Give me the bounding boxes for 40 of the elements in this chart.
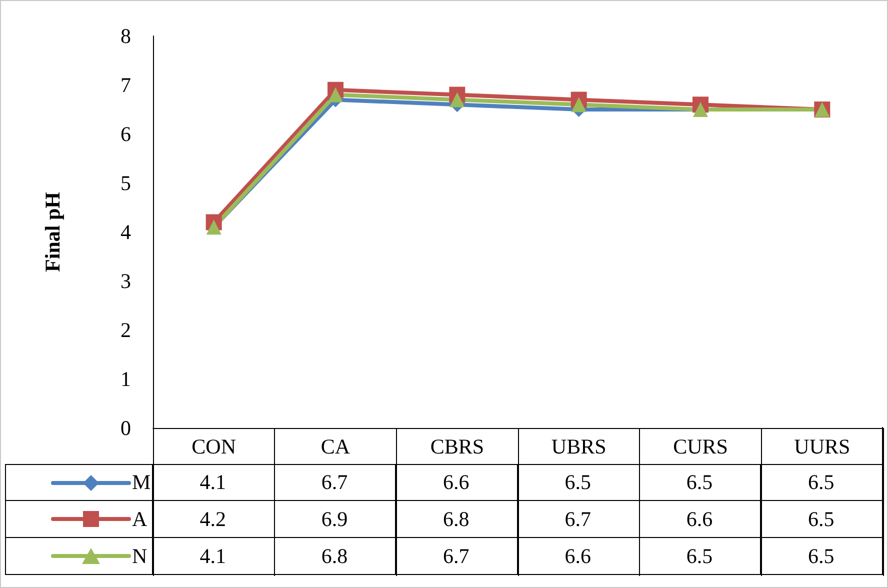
- y-tick-label: 0: [120, 416, 131, 440]
- x-tick-label: UBRS: [551, 434, 606, 458]
- y-axis-title: Final pH: [40, 192, 64, 272]
- y-tick-label: 8: [120, 24, 131, 48]
- y-tick-label: 7: [120, 73, 131, 97]
- data-label: 4.1: [152, 464, 275, 501]
- data-label: 4.1: [152, 538, 275, 575]
- legend-label: M: [132, 470, 151, 495]
- data-label: 6.6: [638, 501, 762, 538]
- x-tick-label: CBRS: [430, 434, 484, 458]
- data-label: 6.5: [517, 464, 640, 501]
- y-tick-label: 6: [120, 122, 131, 146]
- data-label: 6.8: [274, 538, 396, 575]
- x-tick-label: CURS: [673, 434, 728, 458]
- data-label: 6.5: [638, 538, 762, 575]
- legend-label: N: [132, 544, 148, 568]
- point: [328, 87, 343, 102]
- point: [571, 97, 586, 112]
- data-label: 6.5: [760, 464, 883, 501]
- data-label: 6.7: [517, 501, 640, 538]
- data-label: 6.7: [395, 538, 518, 575]
- data-label: 6.7: [274, 464, 396, 501]
- y-tick-label: 2: [120, 318, 131, 342]
- data-label: 6.6: [395, 464, 518, 501]
- legend-label: A: [132, 506, 148, 532]
- data-label: 6.9: [274, 501, 396, 538]
- data-label: 4.2: [152, 501, 275, 538]
- y-tick-label: 5: [120, 171, 131, 195]
- x-tick-label: UURS: [794, 434, 850, 458]
- data-label: 6.5: [638, 464, 762, 501]
- y-tick-label: 1: [120, 367, 131, 391]
- y-tick-label: 3: [120, 269, 131, 293]
- x-tick-label: CA: [320, 434, 351, 458]
- data-label: 6.8: [395, 501, 518, 538]
- x-tick-label: CON: [192, 434, 236, 458]
- data-label: 6.5: [760, 501, 883, 538]
- data-label: 6.6: [517, 538, 640, 575]
- y-tick-label: 4: [120, 220, 132, 244]
- point: [450, 92, 465, 108]
- data-label: 6.5: [760, 538, 883, 575]
